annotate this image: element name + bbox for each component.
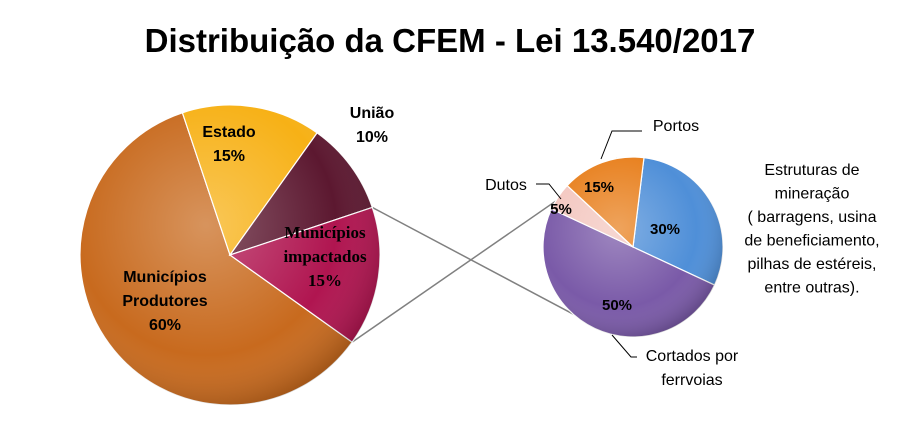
chart-title: Distribuição da CFEM - Lei 13.540/2017	[145, 22, 756, 59]
value-label-dutos: 5%	[550, 201, 572, 218]
value-label-estruturas-de-mineracao-barragens-usina-: 30%	[650, 221, 680, 238]
value-label-cortados-por-ferrvoias: 50%	[602, 297, 632, 314]
label-municipios-produtores: Municípios Produtores 60%	[122, 269, 207, 334]
leader-line-portos	[600, 130, 642, 160]
label-municipios-impactados: Municípios impactados 15%	[283, 223, 367, 290]
leader-line-dutos	[536, 183, 562, 200]
slice-labels: Municípios Produtores 60% Estado 15% União 10%…	[122, 105, 879, 389]
label-uniao: União 10%	[350, 105, 395, 146]
value-label-portos: 15%	[584, 179, 614, 196]
secondary-pie	[542, 156, 724, 338]
label-dutos: Dutos	[485, 177, 527, 194]
label-cortados-por-ferrvoias: Cortados por ferrvoias	[646, 348, 739, 389]
leader-line-cortados	[611, 334, 637, 358]
label-estruturas-de-mineracao: Estruturas de mineração( barragens, usina…	[744, 162, 879, 297]
label-portos: Portos	[653, 118, 699, 135]
label-estado: Estado 15%	[202, 124, 256, 165]
